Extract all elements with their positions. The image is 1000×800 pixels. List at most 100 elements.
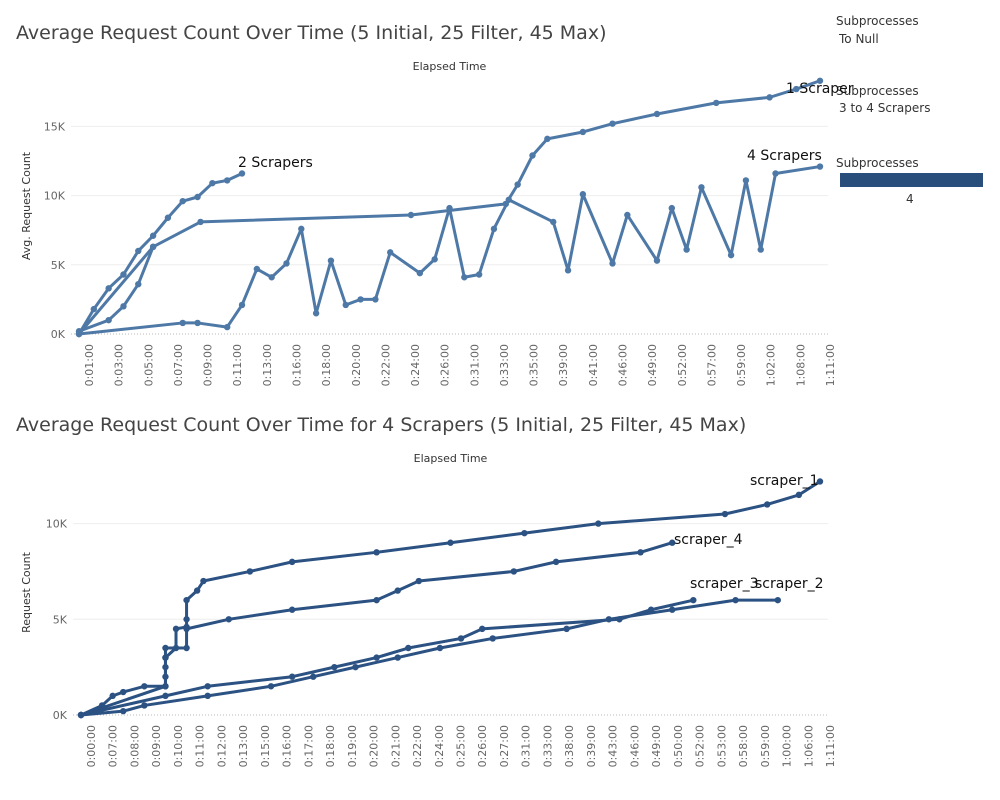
chart2-x-tick-label: 0:31:00 (520, 725, 533, 767)
chart2-data-point (457, 635, 465, 642)
chart2-data-point (162, 663, 169, 671)
chart1-data-point (742, 177, 750, 184)
chart1-data-point (194, 193, 201, 201)
chart2-data-point (120, 688, 127, 696)
chart2-x-tick-label: 0:20:00 (368, 725, 381, 767)
chart2-annotation-scraper_2: scraper_2 (755, 576, 824, 592)
chart1-data-point (529, 152, 536, 159)
chart2-x-tick-label: 0:33:00 (541, 725, 554, 767)
chart2-data-point (774, 596, 781, 604)
chart1-data-point (268, 274, 275, 281)
chart1-data-point (475, 271, 483, 278)
chart1-data-point (609, 120, 616, 127)
legend-color-bar (840, 173, 983, 187)
chart1-data-point (238, 170, 246, 177)
chart2-data-point (405, 644, 412, 652)
chart1-data-point (550, 218, 557, 226)
chart1-data-point (490, 225, 498, 233)
chart2-data-point (162, 683, 169, 690)
chart2-x-tick-label: 0:26:00 (476, 725, 489, 767)
chart1-data-point (149, 232, 157, 239)
chart2-data-point (183, 616, 190, 623)
chart1-data-point (238, 301, 246, 309)
chart2-title: Average Request Count Over Time for 4 Sc… (16, 414, 747, 436)
chart2-data-point (204, 692, 211, 700)
chart1-data-point (209, 179, 216, 187)
chart2-x-tick-label: 0:22:00 (411, 725, 424, 767)
chart2-data-point (162, 654, 169, 661)
chart2-x-tick-label: 0:13:00 (237, 725, 250, 767)
chart2-data-point (447, 539, 454, 546)
chart2-data-point (109, 692, 116, 700)
chart1-data-point (653, 257, 661, 264)
chart2-data-point (637, 549, 644, 556)
legend-title-color: Subprocesses (836, 156, 919, 170)
chart1-data-point (357, 296, 364, 303)
chart1-data-point (579, 191, 587, 198)
chart2-data-point (193, 587, 201, 594)
chart2-data-point (225, 616, 232, 623)
chart1-x-tick-label: 0:59:00 (735, 344, 748, 386)
chart1-data-point (120, 303, 127, 310)
chart1-x-tick-label: 0:18:00 (320, 344, 333, 386)
legend-title-3to4: Subprocesses (836, 84, 919, 98)
legend-item-to-null: To Null (839, 32, 879, 46)
chart1-data-point (624, 211, 631, 219)
chart1-data-point (757, 246, 764, 253)
chart1-data-point (431, 256, 438, 263)
chart2-data-point (669, 606, 676, 613)
chart1-series-line-unlabeled (77, 165, 822, 336)
chart2-x-tick-label: 0:07:00 (107, 725, 120, 767)
chart2-x-axis-title: Elapsed Time (414, 452, 488, 465)
chart1-x-tick-label: 1:11:00 (824, 344, 837, 386)
chart2-data-point (162, 673, 169, 680)
chart1-data-point (683, 246, 690, 253)
chart1-data-point (194, 319, 201, 327)
chart1-data-point (772, 170, 779, 177)
chart1-x-tick-label: 0:41:00 (587, 344, 600, 386)
chart2-x-tick-label: 0:46:00 (628, 725, 641, 767)
chart2-data-point (721, 510, 729, 518)
chart2-series-line-scraper_3 (79, 598, 695, 717)
chart2-x-tick-label: 0:24:00 (433, 725, 446, 767)
chart1-x-tick-label: 0:07:00 (172, 344, 185, 386)
chart2-data-point (394, 654, 401, 661)
chart2-data-point (595, 520, 602, 527)
chart1-data-point (327, 257, 335, 264)
chart2-data-point (373, 596, 380, 604)
chart1-x-tick-label: 0:11:00 (231, 344, 244, 386)
chart2-data-point (162, 692, 169, 700)
chart2-x-tick-label: 0:27:00 (498, 725, 511, 767)
chart2-x-tick-label: 0:43:00 (607, 725, 620, 767)
chart1-data-point (342, 301, 349, 309)
chart2-data-point (267, 683, 275, 690)
chart2-data-point (552, 558, 560, 566)
legend-title-null: Subprocesses (836, 14, 919, 28)
chart1-data-point (461, 274, 468, 281)
chart2-data-point (352, 663, 359, 671)
chart1-data-point (446, 204, 453, 212)
chart2-data-point (521, 529, 528, 537)
chart2-x-tick-label: 0:21:00 (389, 725, 402, 767)
chart1-annotation-4-scrapers: 4 Scrapers (747, 148, 822, 164)
chart2-data-point (373, 654, 380, 661)
chart1-x-tick-label: 0:13:00 (261, 344, 274, 386)
chart2-x-tick-label: 0:16:00 (281, 725, 294, 767)
chart2-data-point (141, 683, 148, 690)
chart2-data-point (120, 707, 127, 715)
chart1-y-tick-label: 10K (44, 190, 66, 203)
legend-color-value: 4 (906, 192, 914, 206)
chart2-data-point (690, 596, 697, 604)
chart2-data-point (288, 673, 296, 680)
chart2-data-point (816, 478, 824, 485)
chart2-data-point (77, 711, 85, 719)
chart2-data-point (310, 673, 317, 680)
chart2-x-tick-label: 0:49:00 (650, 725, 663, 767)
chart2-annotation-scraper_4: scraper_4 (674, 532, 743, 548)
chart1-data-point (283, 260, 290, 267)
chart2-y-tick-label: 10K (46, 518, 68, 531)
chart1-data-point (253, 265, 261, 273)
chart1-annotation-1-scraper: 1 Scraper (786, 81, 854, 97)
chart2-x-tick-label: 1:11:00 (824, 725, 837, 767)
chart2-y-axis-title: Request Count (20, 551, 33, 633)
